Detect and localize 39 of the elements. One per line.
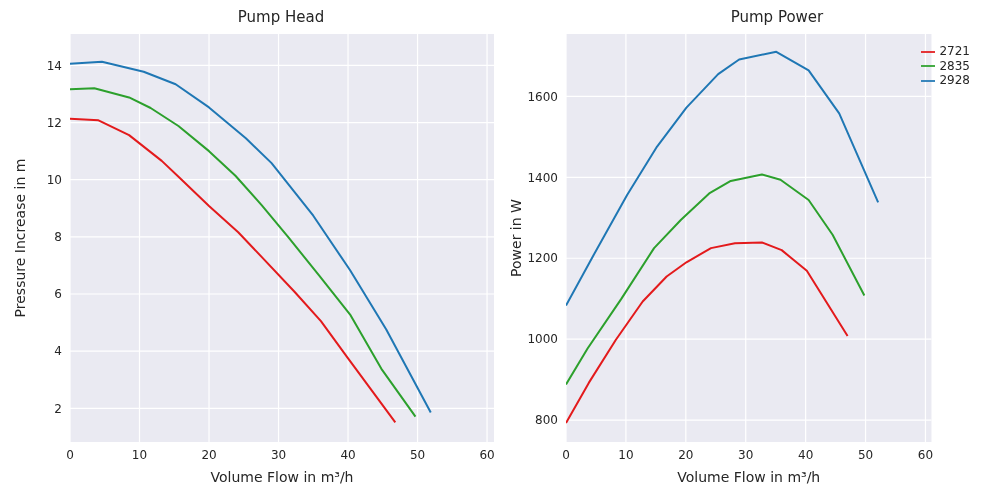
y-tick-label: 6 xyxy=(54,287,62,302)
line-series xyxy=(566,50,880,307)
y-tick-label: 2 xyxy=(54,401,62,416)
y-tick-label: 10 xyxy=(46,172,62,187)
y-tick-label: 14 xyxy=(46,58,62,73)
y-tick-label: 12 xyxy=(46,115,62,130)
chart-title: Pump Head xyxy=(236,8,326,28)
x-tick-label: 30 xyxy=(738,447,754,462)
x-tick-label: 0 xyxy=(66,447,74,462)
x-tick-label: 10 xyxy=(618,447,634,462)
x-tick-label: 10 xyxy=(131,447,148,462)
y-axis-title: Power in W xyxy=(507,198,524,277)
legend-label: 2835 xyxy=(939,58,970,73)
x-tick-label: 40 xyxy=(340,447,356,462)
legend-label: 2721 xyxy=(939,44,970,58)
x-tick-label: 60 xyxy=(917,447,934,462)
x-tick-label: 40 xyxy=(798,447,814,462)
y-tick-label: 1400 xyxy=(527,170,558,185)
y-tick-label: 8 xyxy=(54,230,62,245)
x-tick-label: 20 xyxy=(201,447,217,462)
x-tick-label: 50 xyxy=(857,447,874,462)
x-tick-label: 50 xyxy=(409,447,426,462)
x-tick-label: 30 xyxy=(270,447,287,462)
x-tick-label: 0 xyxy=(562,447,570,462)
y-tick-label: 1600 xyxy=(527,89,558,104)
x-tick-label: 20 xyxy=(678,447,694,462)
line-series xyxy=(70,117,397,424)
legend-label: 2928 xyxy=(939,73,970,87)
y-tick-label: 800 xyxy=(535,413,558,428)
y-tick-label: 1000 xyxy=(527,332,558,347)
y-tick-label: 1200 xyxy=(527,251,558,266)
y-tick-label: 4 xyxy=(54,344,62,359)
x-axis-title: Volume Flow in m³/h xyxy=(677,469,821,485)
x-axis-title: Volume Flow in m³/h xyxy=(210,469,354,485)
chart-title: Pump Power xyxy=(729,8,825,28)
y-axis-title: Pressure Increase in m xyxy=(11,158,28,318)
line-series xyxy=(566,241,849,424)
x-tick-label: 60 xyxy=(479,447,495,462)
line-series xyxy=(566,173,866,386)
